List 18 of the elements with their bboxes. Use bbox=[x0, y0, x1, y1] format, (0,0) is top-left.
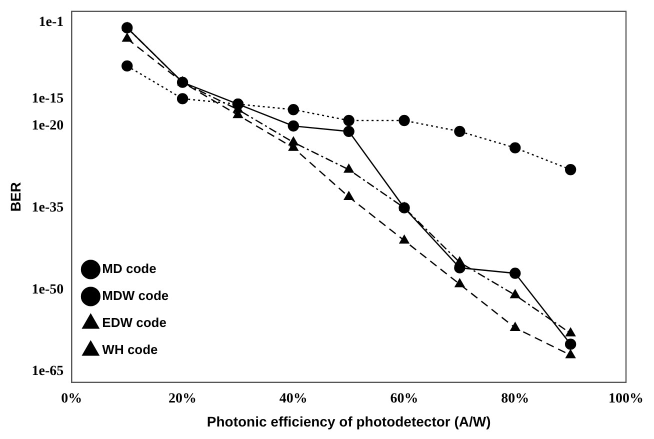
y-tick-label: 1e-65 bbox=[32, 364, 64, 380]
y-tick-label: 1e-20 bbox=[32, 118, 64, 134]
legend-label: EDW code bbox=[102, 315, 166, 330]
x-tick-label: 80% bbox=[501, 391, 530, 406]
x-tick-label: 100% bbox=[608, 391, 644, 406]
x-tick-label: 0% bbox=[61, 391, 82, 406]
x-axis-title: Photonic efficiency of photodetector (A/W) bbox=[206, 413, 491, 430]
y-tick-label: 1e-1 bbox=[38, 14, 64, 30]
x-tick-label: 40% bbox=[279, 391, 308, 406]
legend-label: MD code bbox=[102, 261, 156, 276]
legend-label: MDW code bbox=[102, 288, 169, 304]
y-tick-label: 1e-50 bbox=[32, 282, 64, 298]
x-tick-label: 60% bbox=[390, 391, 418, 406]
x-tick-label: 20% bbox=[168, 391, 197, 406]
y-tick-label: 1e-35 bbox=[32, 200, 64, 216]
legend-label: WH code bbox=[102, 342, 158, 358]
y-tick-label: 1e-15 bbox=[32, 91, 64, 106]
y-axis-title: BER bbox=[7, 182, 24, 212]
